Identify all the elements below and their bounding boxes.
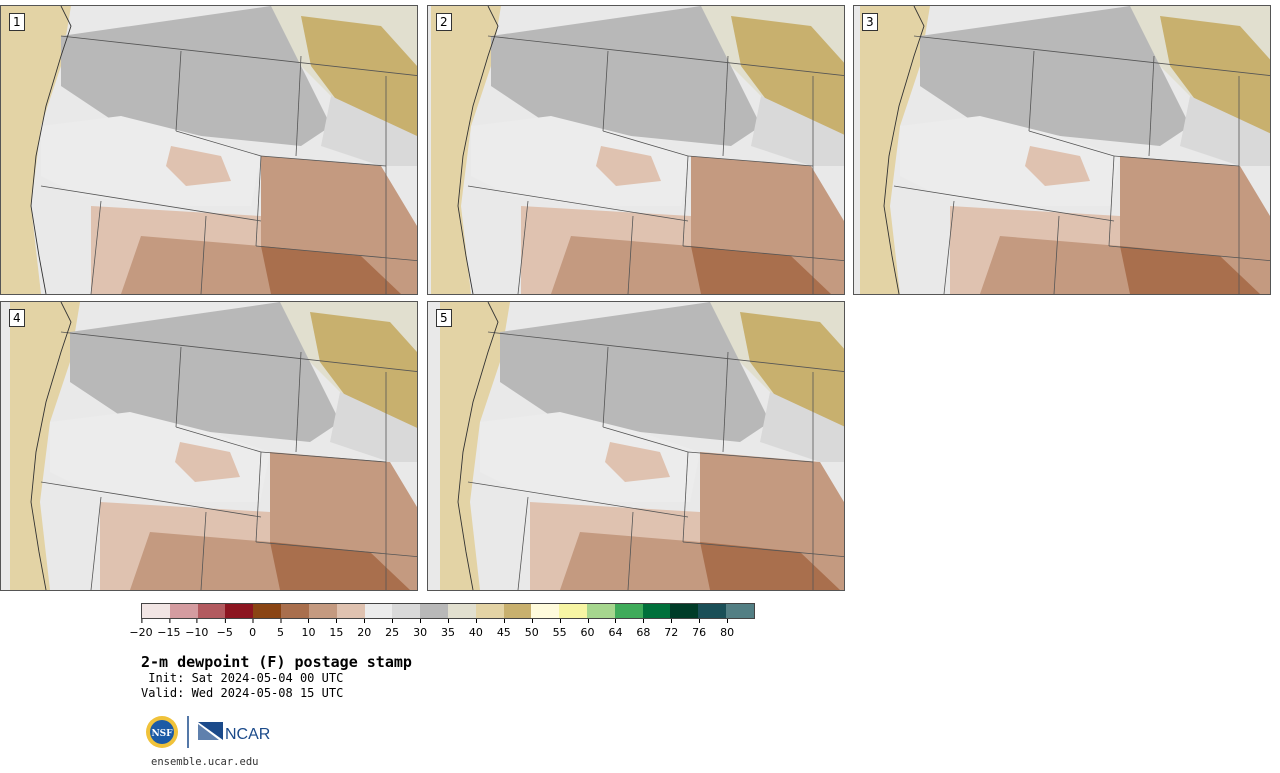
ensemble-panel-5: 5 (427, 301, 845, 591)
colorbar-segment (698, 604, 727, 618)
colorbar-tick-label: 45 (497, 619, 511, 639)
colorbar-segment (614, 604, 643, 618)
colorbar-segment (336, 604, 365, 618)
colorbar-segment (253, 604, 282, 618)
colorbar-segment (475, 604, 504, 618)
member-map (854, 6, 1270, 294)
colorbar-tick-label: 68 (636, 619, 650, 639)
ensemble-panel-4: 4 (0, 301, 418, 591)
colorbar-tick-label: −20 (129, 619, 153, 639)
colorbar-segment (169, 604, 198, 618)
colorbar (141, 603, 755, 619)
colorbar-tick-label: 25 (385, 619, 399, 639)
colorbar-segment (503, 604, 532, 618)
colorbar-segment (642, 604, 671, 618)
colorbar-ticks: −20 −15 −10 −5 0 5 10 15 20 25 30 35 40 45 50 55 60 64 68 7… (129, 619, 755, 639)
colorbar-tick-label: 20 (357, 619, 371, 639)
colorbar-tick-label: −5 (217, 619, 233, 639)
colorbar-tick-label: 35 (441, 619, 455, 639)
site-url: ensemble.ucar.edu (151, 756, 259, 768)
colorbar-tick-label: 55 (553, 619, 567, 639)
colorbar-tick-label: 80 (720, 619, 734, 639)
colorbar-tick-label: 5 (277, 619, 284, 639)
nsf-logo-text: NSF (151, 729, 173, 739)
colorbar-tick-label: 60 (581, 619, 595, 639)
panel-number: 3 (862, 13, 878, 31)
colorbar-tick-label: 76 (692, 619, 706, 639)
ensemble-panel-1: 1 (0, 5, 418, 295)
ncar-logo-text: NCAR (225, 726, 270, 743)
colorbar-segment (447, 604, 476, 618)
colorbar-tick-label: 40 (469, 619, 483, 639)
colorbar-segment (559, 604, 587, 618)
colorbar-segment (142, 604, 170, 618)
colorbar-segment (392, 604, 421, 618)
colorbar-segment (281, 604, 309, 618)
member-map (428, 6, 844, 294)
colorbar-tick-label: −10 (185, 619, 208, 639)
valid-time: Valid: Wed 2024-05-08 15 UTC (141, 686, 344, 700)
colorbar-segment (308, 604, 337, 618)
colorbar-tick-label: 72 (664, 619, 678, 639)
colorbar-tick-label: 15 (329, 619, 343, 639)
member-map (1, 302, 417, 590)
ensemble-panel-2: 2 (427, 5, 845, 295)
figure-title: 2-m dewpoint (F) postage stamp (141, 653, 412, 671)
logo-group: NSF NCAR (145, 714, 275, 750)
colorbar-tick-label: 50 (525, 619, 539, 639)
member-map (428, 302, 844, 590)
colorbar-segment (531, 604, 560, 618)
colorbar-segment (225, 604, 254, 618)
colorbar-tick-label: 0 (249, 619, 256, 639)
panel-number: 2 (436, 13, 452, 31)
colorbar-segment (726, 604, 754, 618)
panel-number: 5 (436, 309, 452, 327)
member-map (1, 6, 417, 294)
colorbar-tick-label: 10 (301, 619, 315, 639)
colorbar-tick-label: 30 (413, 619, 427, 639)
ensemble-panel-3: 3 (853, 5, 1271, 295)
init-time: Init: Sat 2024-05-04 00 UTC (141, 671, 344, 685)
nsf-logo: NSF NCAR (146, 716, 270, 748)
colorbar-segment (420, 604, 448, 618)
colorbar-segment (670, 604, 699, 618)
colorbar-tick-label: 64 (608, 619, 622, 639)
colorbar-tick-label: −15 (157, 619, 181, 639)
panel-number: 4 (9, 309, 25, 327)
colorbar-segment (364, 604, 393, 618)
panel-number: 1 (9, 13, 25, 31)
colorbar-segment (197, 604, 226, 618)
colorbar-segment (587, 604, 615, 618)
